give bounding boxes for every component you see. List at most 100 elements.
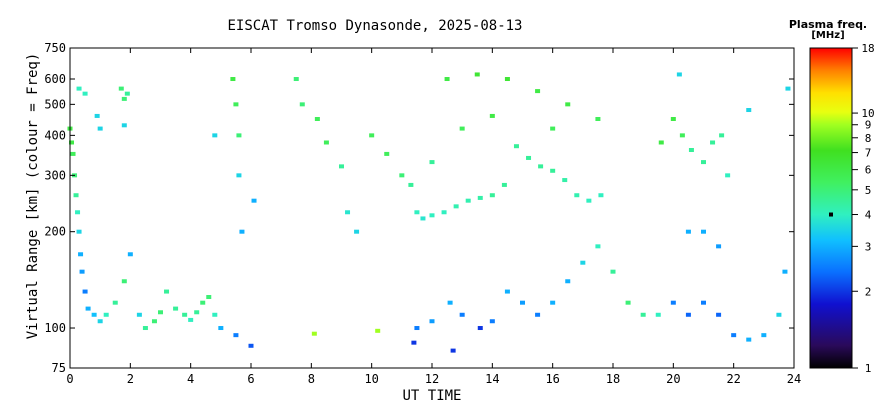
- data-point: [127, 252, 133, 257]
- data-point: [731, 333, 737, 338]
- colorbar-tick-label: 7: [865, 147, 872, 160]
- x-tick-label: 22: [726, 372, 740, 386]
- data-point: [212, 133, 218, 138]
- data-point: [218, 326, 224, 331]
- data-point: [535, 312, 541, 317]
- data-point: [82, 91, 88, 96]
- data-point: [411, 340, 417, 345]
- x-tick-label: 18: [606, 372, 620, 386]
- colorbar-tick-label: 4: [865, 209, 872, 222]
- data-point: [69, 140, 75, 145]
- data-point: [670, 116, 676, 121]
- colorbar-tick-label: 2: [865, 285, 872, 298]
- data-point: [94, 113, 100, 118]
- data-point: [574, 193, 580, 198]
- data-point: [670, 300, 676, 305]
- data-point: [550, 300, 556, 305]
- data-point: [408, 182, 414, 187]
- data-point: [513, 144, 519, 149]
- y-tick-label: 500: [44, 97, 66, 111]
- data-point: [489, 319, 495, 324]
- data-point: [685, 312, 691, 317]
- data-point: [716, 244, 722, 249]
- data-point: [565, 279, 571, 284]
- data-points: [67, 72, 791, 353]
- x-tick-label: 2: [127, 372, 134, 386]
- x-tick-label: 4: [187, 372, 194, 386]
- data-point: [550, 126, 556, 131]
- data-point: [526, 155, 532, 160]
- data-point: [710, 140, 716, 145]
- data-point: [640, 312, 646, 317]
- data-point: [655, 312, 661, 317]
- data-point: [550, 168, 556, 173]
- data-point: [339, 164, 344, 169]
- data-point: [625, 300, 631, 305]
- data-point: [236, 133, 242, 138]
- data-point: [420, 216, 426, 221]
- data-point: [142, 326, 148, 331]
- y-tick-label: 100: [44, 321, 66, 335]
- colorbar-tick-label: 9: [865, 119, 872, 132]
- data-point: [725, 173, 731, 178]
- data-point: [489, 193, 495, 198]
- x-tick-label: 20: [666, 372, 680, 386]
- data-point: [429, 213, 435, 218]
- y-tick-label: 300: [44, 168, 66, 182]
- data-point: [701, 160, 706, 165]
- data-point: [746, 337, 752, 342]
- data-point: [354, 229, 360, 234]
- data-point: [91, 312, 97, 317]
- data-point: [103, 312, 109, 317]
- data-point: [580, 260, 586, 265]
- colorbar: [809, 47, 853, 369]
- data-point: [595, 244, 601, 249]
- data-point: [164, 289, 170, 294]
- data-point: [776, 312, 782, 317]
- data-point: [474, 72, 480, 77]
- data-point: [429, 319, 435, 324]
- data-point: [236, 173, 242, 178]
- data-point: [598, 193, 604, 198]
- data-point: [151, 319, 157, 324]
- data-point: [504, 77, 510, 82]
- x-tick-label: 14: [485, 372, 499, 386]
- data-point: [459, 312, 465, 317]
- y-tick-label: 600: [44, 72, 66, 86]
- data-point: [311, 331, 317, 336]
- colorbar-marker: [829, 212, 833, 217]
- data-point: [399, 173, 405, 178]
- data-point: [200, 300, 206, 305]
- data-point: [82, 289, 88, 294]
- colorbar-tick-label: 1: [865, 362, 872, 375]
- data-point: [121, 279, 127, 284]
- data-point: [535, 89, 541, 94]
- data-point: [679, 133, 685, 138]
- data-point: [685, 229, 691, 234]
- data-point: [676, 72, 682, 77]
- chart-title: EISCAT Tromso Dynasonde, 2025-08-13: [227, 18, 523, 34]
- y-tick-label: 750: [44, 41, 66, 55]
- data-point: [782, 269, 788, 274]
- data-point: [85, 306, 91, 311]
- colorbar-unit: [MHz]: [811, 30, 845, 41]
- data-point: [76, 86, 82, 91]
- data-point: [447, 300, 453, 305]
- data-point: [230, 77, 236, 82]
- colorbar-tick-label: 8: [865, 132, 872, 145]
- data-point: [477, 195, 483, 200]
- data-point: [299, 102, 305, 107]
- x-tick-label: 8: [308, 372, 315, 386]
- data-point: [610, 269, 616, 274]
- data-point: [384, 151, 390, 156]
- x-tick-label: 0: [66, 372, 73, 386]
- data-point: [112, 300, 118, 305]
- data-point: [293, 77, 299, 82]
- data-point: [429, 160, 435, 165]
- x-axis-label: UT TIME: [402, 388, 462, 404]
- colorbar-title: Plasma freq.: [788, 18, 868, 31]
- colorbar-tick-label: 18: [861, 42, 874, 55]
- x-tick-label: 24: [787, 372, 801, 386]
- colorbar-tick-label: 10: [861, 107, 874, 120]
